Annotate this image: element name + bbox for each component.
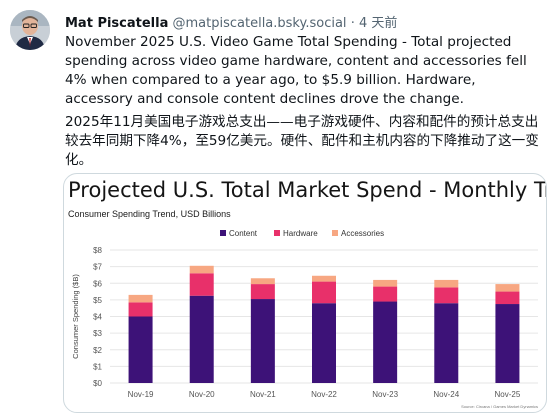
x-tick-label: Nov-25 <box>495 390 521 399</box>
bar-accessories <box>495 284 520 292</box>
author-name[interactable]: Mat Piscatella <box>65 16 169 31</box>
author-handle[interactable]: @matpiscatella.bsky.social <box>172 16 347 31</box>
bar-hardware <box>434 287 459 304</box>
bar-hardware <box>189 273 214 296</box>
x-tick-label: Nov-21 <box>250 390 276 399</box>
x-tick-label: Nov-22 <box>311 390 337 399</box>
x-tick-label: Nov-23 <box>372 390 398 399</box>
bar-accessories <box>373 279 398 287</box>
legend-label-hardware: Hardware <box>283 229 318 238</box>
bar-accessories <box>189 265 214 274</box>
separator-dot: · <box>350 16 355 31</box>
legend-swatch-hardware <box>274 230 280 236</box>
y-tick-label: $3 <box>93 329 102 338</box>
y-tick-label: $6 <box>93 279 102 288</box>
bar-content <box>495 304 520 383</box>
bar-content <box>434 303 459 383</box>
chart-subtitle: Consumer Spending Trend, USD Billions <box>68 209 231 219</box>
avatar[interactable] <box>10 10 50 50</box>
post-text-translation: 2025年11月美国电子游戏总支出——电子游戏硬件、内容和配件的预计总支出较去年… <box>65 114 539 168</box>
post-time[interactable]: 4 天前 <box>358 16 398 31</box>
legend-swatch-accessories <box>332 230 338 236</box>
legend-label-accessories: Accessories <box>341 229 384 238</box>
y-tick-label: $5 <box>93 296 102 305</box>
bar-hardware <box>250 284 275 300</box>
bar-hardware <box>312 281 336 304</box>
x-tick-label: Nov-19 <box>128 390 154 399</box>
post-text-english: November 2025 U.S. Video Game Total Spen… <box>65 34 527 107</box>
bar-hardware <box>128 302 153 317</box>
chart-graphic: $0 $1 $2 $3 $4 $5 $6 $7 $8 Consumer Spending ($B)… <box>71 229 538 409</box>
y-tick-label: $1 <box>93 362 102 371</box>
y-axis-label: Consumer Spending ($B) <box>71 274 80 359</box>
bar-content <box>312 303 336 383</box>
bar-accessories <box>250 278 275 285</box>
bar-hardware <box>373 286 398 302</box>
bar-accessories <box>434 279 459 288</box>
bar-accessories <box>128 294 153 303</box>
legend-swatch-content <box>220 230 226 236</box>
chart-image-card[interactable]: $0 $1 $2 $3 $4 $5 $6 $7 $8 Consumer Spending ($B)… <box>63 173 547 413</box>
x-tick-label: Nov-20 <box>189 390 215 399</box>
chart-title: Projected U.S. Total Market Spend - Mont… <box>68 178 547 202</box>
legend-label-content: Content <box>229 229 258 238</box>
bar-content <box>189 295 214 383</box>
bar-hardware <box>495 291 520 305</box>
y-tick-label: $7 <box>93 263 102 272</box>
bar-content <box>128 316 153 383</box>
bar-content <box>250 299 275 383</box>
bar-accessories <box>312 275 336 282</box>
post-header: Mat Piscatella @matpiscatella.bsky.socia… <box>65 12 397 31</box>
y-tick-label: $4 <box>93 313 102 322</box>
y-tick-label: $0 <box>93 379 102 388</box>
source-note: Source: Circana / Games Market Dynamics <box>461 404 538 409</box>
y-tick-label: $2 <box>93 346 102 355</box>
x-tick-label: Nov-24 <box>433 390 459 399</box>
bar-content <box>373 301 398 383</box>
y-tick-label: $8 <box>93 246 102 255</box>
